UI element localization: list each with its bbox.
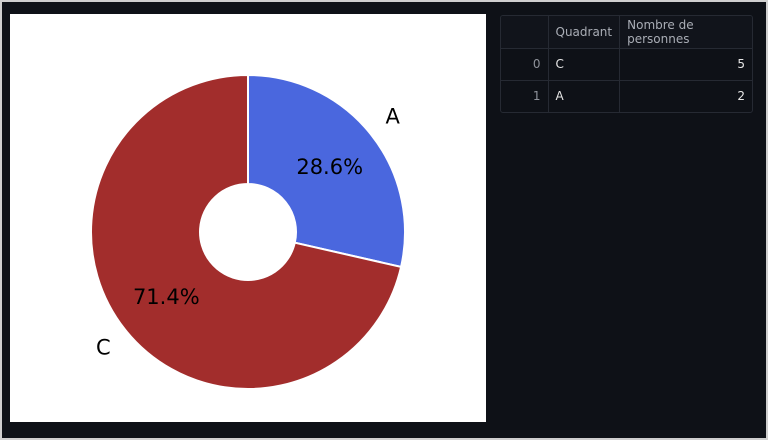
table-header-row: Quadrant Nombre de personnes <box>501 16 752 49</box>
slice-c <box>90 73 403 390</box>
dataframe-table[interactable]: Quadrant Nombre de personnes 0 C 5 1 A 2 <box>500 15 753 113</box>
table-row: 1 A 2 <box>501 80 752 112</box>
slice-a <box>247 73 406 269</box>
quadrant-cell[interactable]: A <box>548 80 621 112</box>
count-column-header[interactable]: Nombre de personnes <box>619 16 752 49</box>
quadrant-column-header[interactable]: Quadrant <box>548 16 621 49</box>
row-index[interactable]: 0 <box>501 48 549 81</box>
count-cell[interactable]: 5 <box>619 48 752 81</box>
slice-percent-label: 71.4% <box>133 285 200 309</box>
index-column-header[interactable] <box>501 16 549 49</box>
donut-chart: 28.6% A 71.4% C <box>90 73 406 390</box>
quadrant-cell[interactable]: C <box>548 48 621 81</box>
row-index[interactable]: 1 <box>501 80 549 112</box>
slice-percent-label: 28.6% <box>296 155 363 179</box>
slice-category-label: C <box>96 335 111 359</box>
donut-chart-panel: 28.6% A 71.4% C <box>10 14 486 422</box>
table-row: 0 C 5 <box>501 48 752 81</box>
count-cell[interactable]: 2 <box>737 89 745 104</box>
data-table: Quadrant Nombre de personnes 0 C 5 1 A 2 <box>501 16 752 112</box>
slice-category-label: A <box>385 105 400 129</box>
